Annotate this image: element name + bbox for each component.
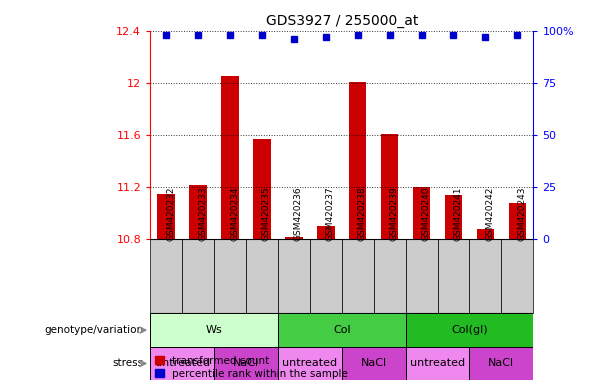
Bar [413,187,430,239]
Text: untreated: untreated [282,359,337,369]
Text: GSM420239: GSM420239 [390,187,398,242]
Bar [374,239,406,313]
Bar [278,239,310,313]
Text: GSM420240: GSM420240 [422,187,430,242]
Text: GSM420232: GSM420232 [166,187,175,242]
Bar [509,203,526,239]
Text: GSM420241: GSM420241 [454,187,462,242]
Text: GSM420242: GSM420242 [485,187,495,242]
Bar [470,347,533,380]
Text: GSM420238: GSM420238 [358,187,367,242]
Bar [317,226,335,239]
Bar [477,229,494,239]
Bar [438,239,470,313]
Bar [150,347,214,380]
Bar [406,239,438,313]
Text: GSM420234: GSM420234 [230,187,239,242]
Bar [246,239,278,313]
Bar [158,194,175,239]
Bar [341,239,374,313]
Bar [278,313,406,347]
Text: GSM420235: GSM420235 [262,187,271,242]
Bar [381,134,398,239]
Text: Col(gl): Col(gl) [451,325,488,335]
Bar [221,76,239,239]
Bar [182,239,214,313]
Text: GSM420233: GSM420233 [198,187,207,242]
Bar [444,195,462,239]
Legend: transformed count, percentile rank within the sample: transformed count, percentile rank withi… [155,356,348,379]
Text: genotype/variation: genotype/variation [44,325,143,335]
Bar [253,139,271,239]
Bar [214,347,278,380]
Text: untreated: untreated [410,359,465,369]
Bar [310,239,341,313]
Text: NaCl: NaCl [489,359,514,369]
Text: NaCl: NaCl [360,359,387,369]
Text: Col: Col [333,325,351,335]
Text: GSM420243: GSM420243 [517,187,527,242]
Bar [341,347,406,380]
Bar [406,313,533,347]
Bar [349,81,367,239]
Text: GSM420237: GSM420237 [326,187,335,242]
Bar [285,237,303,239]
Bar [150,313,278,347]
Text: stress: stress [112,359,143,369]
Bar [501,239,533,313]
Bar [150,239,182,313]
Bar [189,185,207,239]
Text: GSM420236: GSM420236 [294,187,303,242]
Text: Ws: Ws [206,325,223,335]
Bar [406,347,470,380]
Bar [214,239,246,313]
Bar [470,239,501,313]
Text: NaCl: NaCl [233,359,259,369]
Bar [278,347,341,380]
Text: untreated: untreated [154,359,210,369]
Title: GDS3927 / 255000_at: GDS3927 / 255000_at [265,14,418,28]
